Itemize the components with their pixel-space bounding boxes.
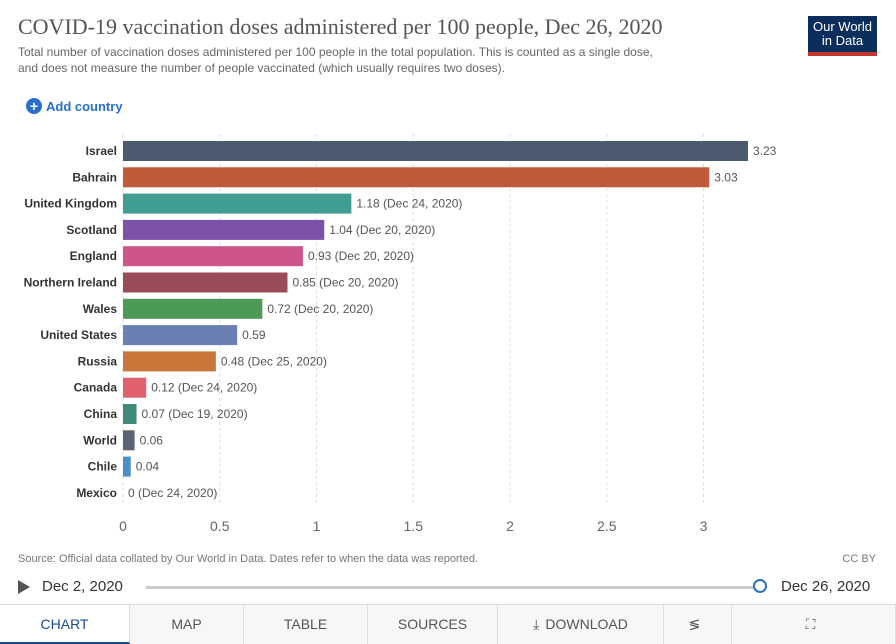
data-label: 0 (Dec 24, 2020) — [128, 486, 217, 500]
tab-label: MAP — [171, 616, 202, 632]
tab-label: CHART — [40, 616, 89, 632]
bar — [123, 325, 238, 346]
x-tick-label: 0 — [119, 518, 127, 534]
add-country-label: Add country — [46, 98, 123, 114]
share-icon: ≶ — [688, 616, 701, 632]
bar — [123, 167, 710, 188]
tab-fullscreen[interactable]: ⛶ — [732, 605, 896, 644]
timeline-end-date: Dec 26, 2020 — [781, 578, 871, 595]
bar-chart: 0 0.5 1 1.5 2 2.5 3 Israel 3.23 Bahrain 3.03 United… — [24, 134, 777, 534]
category-label: Mexico — [76, 486, 117, 500]
data-label: 0.12 (Dec 24, 2020) — [151, 381, 257, 395]
data-label: 1.04 (Dec 20, 2020) — [329, 223, 435, 237]
tab-map[interactable]: MAP — [130, 605, 244, 644]
data-label: 0.72 (Dec 20, 2020) — [267, 302, 373, 316]
tab-label: TABLE — [283, 616, 328, 632]
timeline-start-date: Dec 2, 2020 — [42, 578, 123, 595]
chart-subtitle: Total number of vaccination doses admini… — [18, 44, 778, 76]
data-label: 0.06 — [140, 433, 164, 447]
data-label: 3.03 — [714, 170, 738, 184]
play-icon[interactable] — [18, 580, 30, 594]
license-link[interactable]: CC BY — [842, 553, 876, 565]
category-label: Israel — [86, 144, 117, 158]
bar — [123, 404, 137, 424]
bar — [123, 456, 131, 477]
timeline-handle[interactable] — [753, 579, 767, 593]
bar — [123, 430, 135, 451]
category-label: Northern Ireland — [24, 276, 117, 290]
category-label: United States — [40, 328, 117, 342]
category-label: Russia — [78, 354, 118, 368]
data-label: 1.18 (Dec 24, 2020) — [356, 197, 462, 211]
logo-line-2: in Data — [821, 33, 864, 48]
timeline-track[interactable] — [146, 586, 760, 589]
fullscreen-icon: ⛶ — [805, 616, 816, 632]
category-label: England — [70, 249, 117, 263]
subtitle-line-1: Total number of vaccination doses admini… — [18, 45, 653, 59]
chart-title: COVID-19 vaccination doses administered … — [18, 14, 663, 39]
subtitle-line-2: and does not measure the number of peopl… — [18, 61, 505, 75]
add-country-button[interactable]: + Add country — [26, 98, 123, 114]
bar — [123, 246, 303, 267]
x-tick-label: 2.5 — [597, 518, 617, 534]
category-label: China — [84, 407, 118, 421]
timeline: Dec 2, 2020 Dec 26, 2020 — [0, 574, 896, 600]
tab-share[interactable]: ≶ — [664, 605, 732, 644]
category-label: United Kingdom — [24, 197, 117, 211]
bar — [123, 219, 325, 240]
category-label: Bahrain — [72, 170, 117, 184]
bar — [123, 141, 749, 161]
x-tick-label: 0.5 — [210, 518, 230, 534]
data-label: 0.07 (Dec 19, 2020) — [142, 407, 248, 421]
x-tick-label: 2 — [506, 518, 514, 534]
bar — [123, 351, 216, 372]
tab-download[interactable]: ⤓ DOWNLOAD — [498, 605, 664, 644]
x-tick-label: 1 — [313, 518, 321, 534]
tab-label: SOURCES — [397, 616, 468, 632]
tab-bar: CHART MAP TABLE SOURCES ⤓ DOWNLOAD ≶ ⛶ — [0, 604, 896, 644]
bar — [123, 272, 288, 293]
logo-line-1: Our World — [813, 19, 872, 34]
x-tick-label: 3 — [700, 518, 708, 534]
bar — [123, 298, 263, 319]
tab-table[interactable]: TABLE — [244, 605, 368, 644]
bar — [123, 377, 147, 398]
category-label: Canada — [74, 381, 118, 395]
owid-logo[interactable]: Our World in Data — [808, 16, 877, 56]
data-label: 0.59 — [242, 328, 266, 342]
data-label: 3.23 — [753, 144, 777, 158]
tab-label: DOWNLOAD — [545, 616, 628, 632]
category-label: Chile — [88, 460, 118, 474]
plus-circle-icon: + — [26, 98, 42, 114]
source-note: Source: Official data collated by Our Wo… — [18, 553, 478, 565]
bar — [123, 193, 352, 214]
data-label: 0.93 (Dec 20, 2020) — [308, 249, 414, 263]
tab-sources[interactable]: SOURCES — [368, 605, 498, 644]
category-label: World — [83, 433, 117, 447]
x-tick-label: 1.5 — [404, 518, 424, 534]
category-label: Wales — [83, 302, 118, 316]
category-label: Scotland — [66, 223, 117, 237]
download-icon: ⤓ — [533, 616, 540, 632]
tab-chart[interactable]: CHART — [0, 605, 130, 644]
data-label: 0.85 (Dec 20, 2020) — [292, 276, 398, 290]
data-label: 0.04 — [136, 460, 160, 474]
data-label: 0.48 (Dec 25, 2020) — [221, 354, 327, 368]
